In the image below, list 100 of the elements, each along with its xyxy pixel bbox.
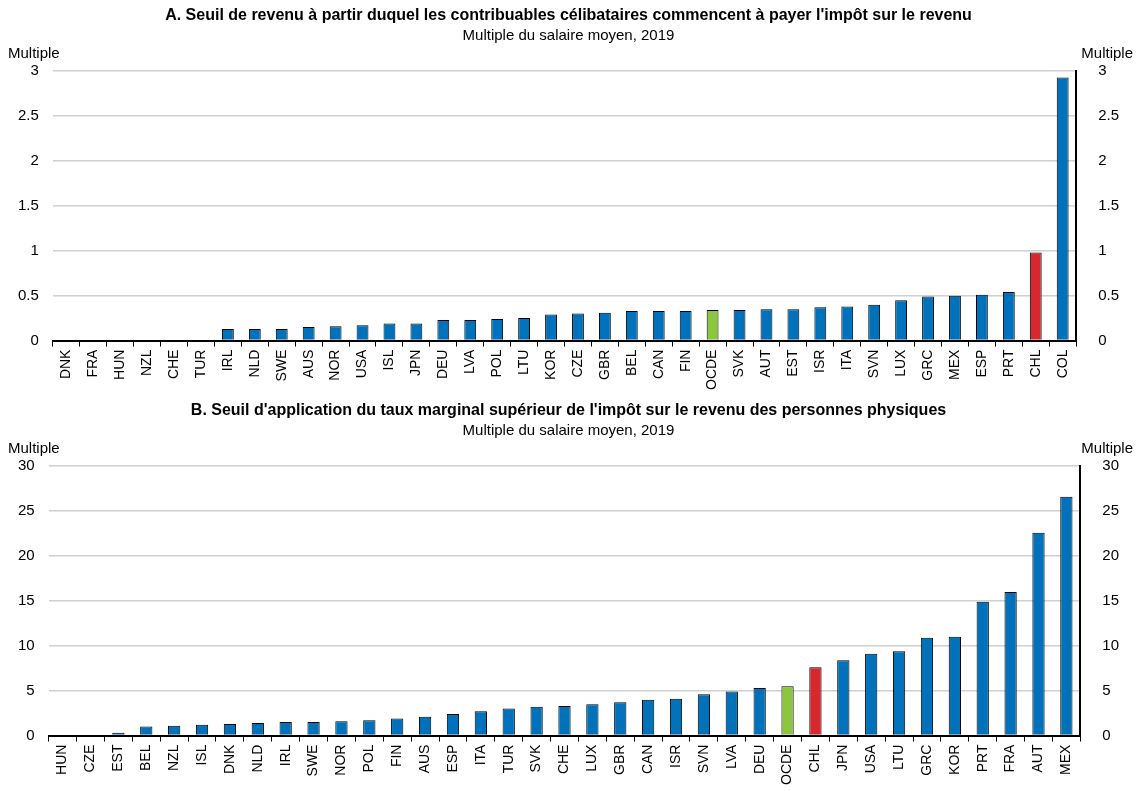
x-tick-label: IRL	[218, 349, 235, 372]
chart-subtitle: Multiple du salaire moyen, 2019	[462, 26, 675, 44]
x-tick-label: OCDE	[778, 744, 795, 785]
y-tick-label: 0	[30, 330, 39, 348]
x-tick-label: BEL	[137, 744, 154, 772]
y2-axis-title: Multiple	[1081, 438, 1133, 456]
y2-tick-label: 30	[1102, 456, 1119, 474]
x-tick-label: AUT	[1029, 744, 1046, 773]
x-tick-label: EST	[784, 349, 801, 377]
x-tick-label: ISR	[811, 349, 828, 373]
x-tick-label: LVA	[461, 348, 478, 374]
y-tick-label: 5	[26, 680, 35, 698]
x-tick-label: SWE	[304, 744, 321, 777]
y-tick-label: 25	[18, 501, 35, 519]
y2-tick-label: 5	[1102, 680, 1111, 698]
x-tick-label: CHL	[1026, 349, 1043, 378]
x-tick-label: DEU	[750, 744, 767, 775]
y-tick-label: 15	[18, 591, 35, 609]
x-tick-label: POL	[488, 349, 505, 378]
x-tick-label: LTU	[889, 744, 906, 770]
y2-tick-label: 1	[1098, 240, 1107, 258]
y2-tick-label: 2.5	[1098, 106, 1120, 124]
x-tick-label: BEL	[622, 349, 639, 377]
x-tick-label: TUR	[499, 744, 516, 774]
x-tick-label: ISL	[192, 744, 209, 766]
x-tick-label: CHE	[164, 349, 181, 380]
x-tick-label: EST	[109, 744, 126, 772]
x-tick-label: LTU	[514, 349, 531, 375]
y-axis-title: Multiple	[8, 438, 60, 456]
x-tick-label: COL	[1053, 349, 1070, 379]
x-tick-label: CHE	[555, 744, 572, 775]
chart-title: A. Seuil de revenu à partir duquel les contribuables célibataires commencent à payer l'impôt sur le revenu	[165, 6, 972, 24]
x-tick-label: AUS	[415, 744, 432, 774]
x-tick-label: POL	[360, 744, 377, 773]
y2-tick-label: 1.5	[1098, 196, 1120, 214]
x-tick-label: ESP	[443, 744, 460, 773]
y2-axis-title: Multiple	[1081, 43, 1133, 61]
x-tick-label: SWE	[272, 349, 289, 382]
x-tick-label: DEU	[434, 349, 451, 380]
x-tick-label: OCDE	[703, 349, 720, 390]
x-tick-label: NLD	[245, 349, 262, 378]
x-tick-label: DNK	[57, 348, 74, 380]
x-tick-label: CZE	[81, 744, 98, 773]
x-tick-label: SVN	[865, 349, 882, 379]
x-tick-label: LUX	[583, 743, 600, 772]
y-tick-label: 20	[18, 546, 35, 564]
x-tick-label: SVK	[730, 348, 747, 378]
chart-title: B. Seuil d'application du taux marginal supérieur de l'impôt sur le revenu des personnes physiques	[190, 401, 947, 419]
x-tick-label: CZE	[568, 349, 585, 378]
x-tick-label: KOR	[945, 744, 962, 775]
x-tick-label: ITA	[471, 743, 488, 766]
x-tick-label: NOR	[326, 349, 343, 381]
y2-tick-label: 3	[1098, 61, 1107, 79]
x-tick-label: IRL	[276, 744, 293, 767]
y-tick-label: 1	[30, 240, 39, 258]
x-tick-label: FIN	[676, 349, 693, 373]
y2-tick-label: 0	[1098, 330, 1107, 348]
x-tick-label: JPN	[834, 744, 851, 771]
x-tick-label: USA	[862, 743, 879, 774]
x-tick-label: MEX	[1057, 743, 1074, 775]
y-tick-label: 3	[30, 61, 39, 79]
y-tick-label: 0	[26, 725, 35, 743]
x-tick-label: CAN	[639, 744, 656, 775]
x-tick-label: GBR	[611, 744, 628, 775]
y-tick-label: 1.5	[17, 196, 39, 214]
x-tick-label: NZL	[137, 349, 154, 376]
y-tick-label: 0.5	[17, 285, 39, 303]
x-tick-label: PRT	[999, 349, 1016, 378]
x-tick-label: SVN	[694, 744, 711, 774]
x-tick-label: CHL	[806, 744, 823, 773]
x-tick-label: ISR	[666, 744, 683, 768]
y2-tick-label: 2	[1098, 151, 1107, 169]
x-tick-label: GRC	[918, 349, 935, 381]
y2-tick-label: 15	[1102, 591, 1119, 609]
x-tick-label: LUX	[891, 348, 908, 377]
x-tick-label: FRA	[84, 348, 101, 378]
x-tick-label: ESP	[972, 349, 989, 378]
y2-tick-label: 10	[1102, 635, 1119, 653]
x-tick-label: FRA	[1001, 743, 1018, 773]
x-tick-label: NZL	[165, 744, 182, 771]
y2-tick-label: 0	[1102, 725, 1111, 743]
x-tick-label: AUT	[757, 349, 774, 378]
x-tick-label: CAN	[649, 349, 666, 380]
x-tick-label: FIN	[388, 744, 405, 768]
x-tick-label: JPN	[407, 349, 424, 376]
x-tick-label: GRC	[917, 744, 934, 776]
x-tick-label: HUN	[53, 744, 70, 775]
x-tick-label: ISL	[380, 349, 397, 371]
x-tick-label: NLD	[248, 744, 265, 773]
y-tick-label: 2	[30, 151, 39, 169]
y-tick-label: 10	[18, 635, 35, 653]
x-tick-label: MEX	[945, 348, 962, 380]
x-tick-label: HUN	[111, 349, 128, 380]
y2-tick-label: 20	[1102, 546, 1119, 564]
x-tick-label: KOR	[541, 349, 558, 380]
x-tick-label: LVA	[722, 743, 739, 769]
x-tick-label: DNK	[220, 743, 237, 775]
x-tick-label: ITA	[838, 348, 855, 371]
x-tick-label: SVK	[527, 743, 544, 773]
x-tick-label: USA	[353, 348, 370, 379]
